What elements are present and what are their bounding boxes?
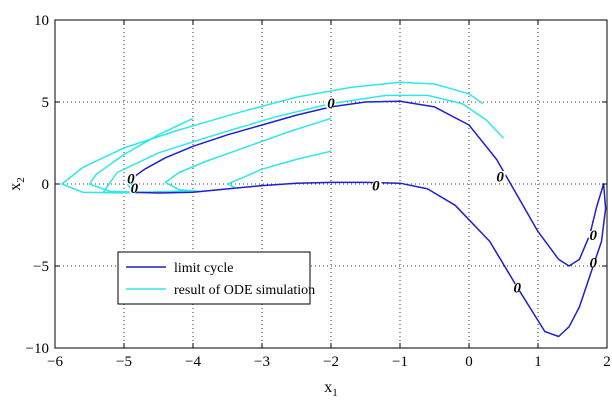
zero-marker-backdrop <box>129 181 140 195</box>
x-tick-label: −5 <box>116 354 132 370</box>
zero-marker: 0 <box>586 228 601 244</box>
zero-marker-label: 0 <box>127 171 135 187</box>
zero-marker: 0 <box>325 96 337 112</box>
ode-simulation-curve-4 <box>102 94 505 194</box>
zero-marker-label: 0 <box>589 228 597 244</box>
x-tick-label: −1 <box>392 354 408 370</box>
x-axis-label-sub: 1 <box>332 387 338 399</box>
x-tick-label: −2 <box>323 354 339 370</box>
y-tick-label: 10 <box>34 13 49 29</box>
zero-marker-backdrop <box>325 97 337 109</box>
y-tick-label: 0 <box>42 177 50 193</box>
zero-marker: 0 <box>511 280 524 296</box>
legend-label-limit-cycle: limit cycle <box>174 261 233 276</box>
zero-marker: 0 <box>494 170 506 186</box>
x-axis-label-main: x <box>324 379 332 396</box>
ode-simulation-curve-0 <box>88 117 194 193</box>
x-tick-label: 1 <box>534 354 542 370</box>
y-axis-label-main: x <box>7 183 24 191</box>
ode-simulation-curve-2 <box>226 150 332 188</box>
x-tick-label: 2 <box>603 354 611 370</box>
y-tick-label: 5 <box>42 95 50 111</box>
zero-marker-backdrop <box>370 179 382 192</box>
zero-marker-backdrop <box>494 170 506 183</box>
legend-box <box>117 251 311 305</box>
legend-label-ode-simulation: result of ODE simulation <box>174 283 315 298</box>
zero-marker: 0 <box>125 171 136 187</box>
zero-marker-label: 0 <box>372 179 380 195</box>
legend: limit cycle result of ODE simulation <box>117 251 315 305</box>
y-tick-label: −5 <box>33 259 49 275</box>
zero-marker: 0 <box>370 179 382 195</box>
zero-marker-backdrop <box>511 281 524 294</box>
zero-marker-label: 0 <box>589 256 597 272</box>
x-tick-label: −3 <box>254 354 270 370</box>
zero-marker-backdrop <box>586 258 601 267</box>
zero-marker-label: 0 <box>131 181 139 197</box>
y-axis-label: x2 <box>7 177 27 191</box>
zero-marker-backdrop <box>586 230 601 239</box>
x-axis-label: x1 <box>324 379 338 399</box>
zero-marker: 0 <box>129 181 140 197</box>
zero-marker: 0 <box>586 256 601 272</box>
zero-marker-label: 0 <box>496 170 504 186</box>
y-axis-label-sub: 2 <box>15 177 27 183</box>
zero-marker-label: 0 <box>514 280 522 296</box>
y-tick-label: −10 <box>26 341 49 357</box>
x-tick-label: −6 <box>47 354 63 370</box>
zero-marker-label: 0 <box>327 96 335 112</box>
zero-marker-backdrop <box>125 171 136 185</box>
ode-simulation-curve-3 <box>61 81 484 194</box>
x-tick-label: 0 <box>465 354 473 370</box>
ode-simulation-curve-1 <box>164 117 332 193</box>
x-tick-label: −4 <box>185 354 201 370</box>
